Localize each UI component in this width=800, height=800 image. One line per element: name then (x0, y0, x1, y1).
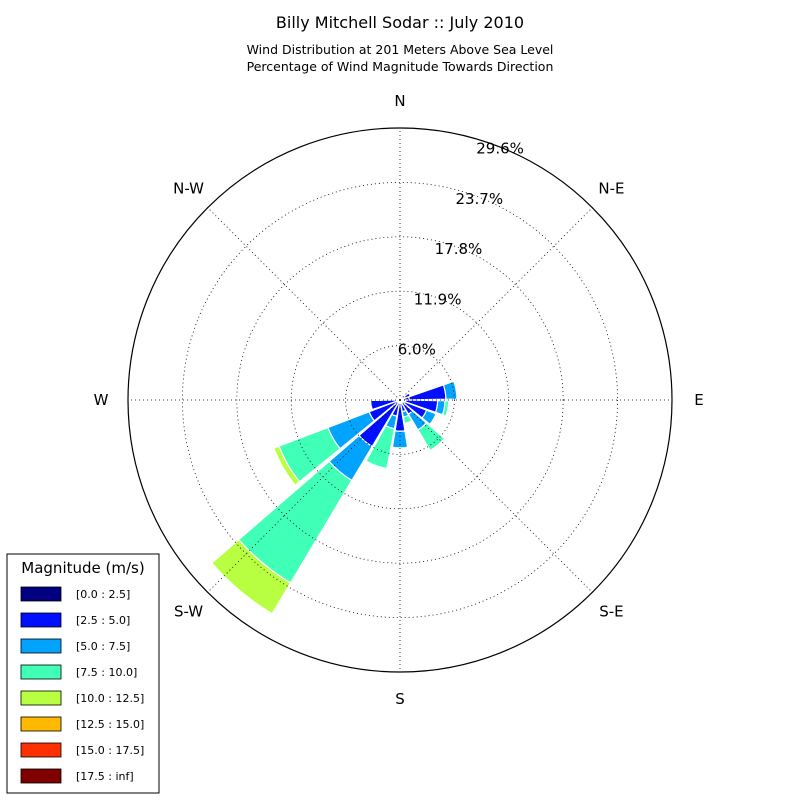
direction-label: E (694, 391, 703, 409)
legend-swatch (20, 612, 62, 628)
grid-ring (236, 236, 564, 564)
direction-label: N (394, 92, 405, 110)
polar-grid (128, 128, 672, 672)
outer-circle (127, 127, 673, 673)
wind-bar-segment (273, 445, 301, 487)
wind-bar-segment (407, 384, 447, 401)
wind-bar-segment (441, 400, 450, 417)
legend-swatch (20, 586, 62, 602)
legend-swatch (20, 742, 62, 758)
grid-ring (345, 345, 455, 455)
legend-label: [10.0 : 12.5] (76, 692, 144, 705)
ring-labels: 6.0% 11.9% 17.8% 23.7% 29.6% (398, 140, 524, 359)
direction-label: W (94, 391, 109, 409)
wind-bar-segment (210, 538, 292, 615)
chart-subtitle-line-2: Percentage of Wind Magnitude Towards Dir… (247, 59, 554, 74)
ring-label: 29.6% (476, 140, 524, 158)
legend-label: [0.0 : 2.5] (76, 588, 130, 601)
wind-bar-segment (442, 380, 458, 400)
ring-label: 17.8% (435, 240, 483, 258)
legend-label: [17.5 : inf] (76, 770, 134, 783)
legend-entries: [0.0 : 2.5] [2.5 : 5.0] [5.0 : 7.5] [7.5 : … (20, 586, 144, 784)
wind-bars (210, 380, 458, 615)
legend-label: [5.0 : 7.5] (76, 640, 130, 653)
legend-title: Magnitude (m/s) (21, 559, 144, 577)
legend-swatch (20, 638, 62, 654)
chart-title: Billy Mitchell Sodar :: July 2010 (276, 13, 524, 32)
direction-label: S (395, 690, 405, 708)
grid-spoke (399, 207, 593, 401)
direction-label: N-E (598, 180, 624, 198)
grid-spoke (207, 207, 401, 401)
wind-bar-segment (421, 409, 437, 426)
direction-label: N-W (173, 180, 204, 198)
legend-label: [2.5 : 5.0] (76, 614, 130, 627)
direction-labels: N N-E E S-E S S-W W N-W (94, 92, 704, 708)
wind-bar-segment (365, 424, 396, 470)
wind-bar-segment (402, 414, 413, 425)
wind-bar-segment (417, 422, 446, 452)
wind-bar-segment (391, 430, 409, 449)
grid-spoke (207, 399, 401, 593)
chart-subtitle-line-1: Wind Distribution at 201 Meters Above Se… (247, 42, 554, 57)
grid-ring (181, 181, 619, 619)
legend-swatch (20, 664, 62, 680)
grid-spoke (399, 399, 593, 593)
ring-label: 23.7% (455, 190, 503, 208)
ring-label: 11.9% (414, 290, 462, 308)
legend: Magnitude (m/s) [0.0 : 2.5] [2.5 : 5.0] [5… (6, 553, 160, 794)
legend-swatch (20, 716, 62, 732)
legend-swatch (20, 690, 62, 706)
legend-label: [15.0 : 17.5] (76, 744, 144, 757)
legend-label: [7.5 : 10.0] (76, 666, 137, 679)
legend-swatch (20, 768, 62, 784)
direction-label: S-E (599, 602, 623, 620)
legend-label: [12.5 : 15.0] (76, 718, 144, 731)
ring-label: 6.0% (398, 341, 436, 359)
direction-label: S-W (174, 602, 203, 620)
